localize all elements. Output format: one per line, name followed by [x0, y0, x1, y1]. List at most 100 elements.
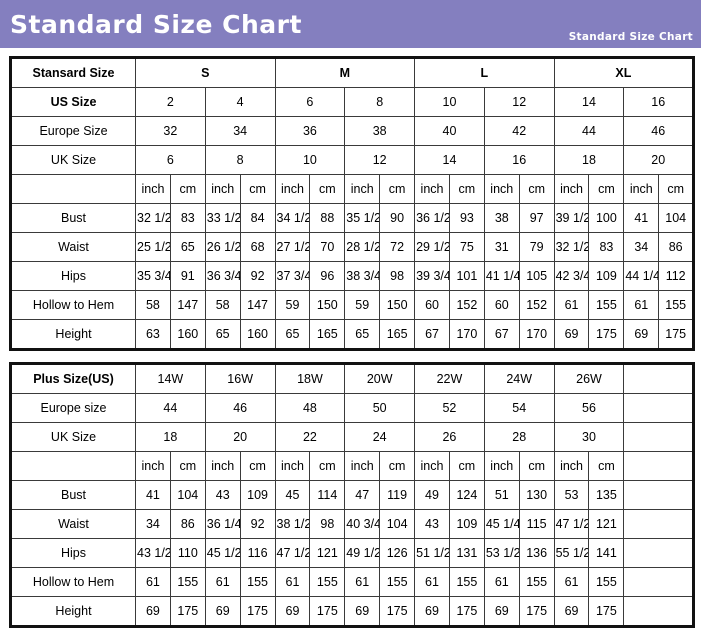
row-label: UK Size [10, 422, 136, 452]
measure-value: 93 [448, 203, 485, 233]
measure-value: 65 [274, 319, 311, 351]
size-value: 18 [135, 422, 206, 452]
measure-row-hollow-to-hem: Hollow to Hem 61 155 61 155 61 155 61 155 61 155 61… [10, 567, 695, 597]
measure-value: 110 [169, 538, 206, 568]
measure-value: 69 [344, 596, 381, 628]
unit-cm: cm [169, 451, 206, 481]
size-value: 46 [204, 393, 276, 423]
plus-size-header-row: Plus Size(US) 14W 16W 18W 20W 22W 24W 26W [10, 363, 695, 394]
measure-value: 69 [204, 596, 241, 628]
measure-value: 47 [344, 480, 381, 510]
measure-value: 61 [553, 290, 590, 320]
measure-row-bust: Bust 41 104 43 109 45 114 47 119 49 124 51 130 53 135 [10, 480, 695, 510]
measure-value: 147 [239, 290, 276, 320]
unit-row-blank [10, 451, 136, 481]
group-header-xl: XL [553, 57, 695, 88]
corner-label: Plus Size(US) [10, 363, 136, 394]
size-value: 40 [414, 116, 485, 146]
empty-tail-cell [623, 393, 695, 423]
measure-value: 63 [135, 319, 171, 351]
measure-value: 131 [448, 538, 485, 568]
measure-value: 90 [379, 203, 416, 233]
measure-value: 47 1/2 [274, 538, 311, 568]
size-value: 26 [414, 422, 485, 452]
size-value: 42 [483, 116, 555, 146]
size-value: 4 [204, 87, 276, 117]
measure-value: 32 1/2 [135, 203, 171, 233]
measure-value: 160 [169, 319, 206, 351]
plus-size-14w: 14W [135, 363, 206, 394]
unit-inch: inch [135, 174, 171, 204]
page-title: Standard Size Chart [10, 9, 302, 39]
measure-value: 61 [623, 290, 660, 320]
empty-tail-cell [623, 451, 695, 481]
plus-size-22w: 22W [414, 363, 485, 394]
measure-value: 84 [239, 203, 276, 233]
measure-value: 65 [344, 319, 381, 351]
group-header-m: M [274, 57, 416, 88]
measure-value: 61 [135, 567, 171, 597]
plus-size-18w: 18W [274, 363, 346, 394]
measure-row-hips: Hips 43 1/2 110 45 1/2 116 47 1/2 121 49 1/2 126… [10, 538, 695, 568]
empty-tail-cell [623, 480, 695, 510]
empty-tail-cell [623, 538, 695, 568]
unit-inch: inch [553, 451, 590, 481]
plus-size-20w: 20W [344, 363, 416, 394]
measure-value: 109 [448, 509, 485, 539]
measure-value: 59 [344, 290, 381, 320]
row-label: Height [10, 319, 136, 351]
size-row-europe-size: Europe size 44 46 48 50 52 54 56 [10, 393, 695, 423]
measure-value: 88 [309, 203, 346, 233]
unit-cm: cm [588, 174, 625, 204]
measure-value: 109 [588, 261, 625, 291]
measure-value: 175 [309, 596, 346, 628]
unit-cm: cm [588, 451, 625, 481]
measure-value: 49 1/2 [344, 538, 381, 568]
unit-header-row: inch cm inch cm inch cm inch cm inch cm inch cm inch… [10, 451, 695, 481]
measure-value: 53 [553, 480, 590, 510]
measure-value: 175 [658, 319, 695, 351]
measure-value: 98 [309, 509, 346, 539]
row-label: Europe size [10, 393, 136, 423]
row-label: Hollow to Hem [10, 567, 136, 597]
measure-value: 33 1/2 [204, 203, 241, 233]
measure-row-waist: Waist 25 1/2 65 26 1/2 68 27 1/2 70 28 1/2 72 29 … [10, 232, 695, 262]
size-value: 38 [344, 116, 416, 146]
size-value: 46 [623, 116, 695, 146]
measure-value: 98 [379, 261, 416, 291]
measure-row-height: Height 63 160 65 160 65 165 65 165 67 170 67 170 69 17… [10, 319, 695, 351]
size-value: 28 [483, 422, 555, 452]
measure-value: 97 [518, 203, 555, 233]
measure-value: 41 [623, 203, 660, 233]
measure-value: 26 1/2 [204, 232, 241, 262]
measure-value: 37 3/4 [274, 261, 311, 291]
measure-value: 69 [414, 596, 450, 628]
measure-value: 112 [658, 261, 695, 291]
measure-value: 170 [448, 319, 485, 351]
measure-value: 104 [379, 509, 416, 539]
measure-value: 39 3/4 [414, 261, 450, 291]
measure-value: 165 [309, 319, 346, 351]
unit-inch: inch [135, 451, 171, 481]
plus-size-16w: 16W [204, 363, 276, 394]
measure-value: 69 [623, 319, 660, 351]
size-value: 16 [623, 87, 695, 117]
size-value: 10 [274, 145, 346, 175]
measure-value: 38 3/4 [344, 261, 381, 291]
measure-value: 38 1/2 [274, 509, 311, 539]
row-label: UK Size [10, 145, 136, 175]
measure-value: 60 [414, 290, 450, 320]
size-value: 44 [553, 116, 625, 146]
measure-value: 175 [518, 596, 555, 628]
measure-value: 34 [623, 232, 660, 262]
measure-value: 119 [379, 480, 416, 510]
size-value: 12 [483, 87, 555, 117]
measure-value: 155 [448, 567, 485, 597]
size-value: 22 [274, 422, 346, 452]
measure-value: 36 1/4 [204, 509, 241, 539]
size-value: 6 [135, 145, 206, 175]
size-value: 2 [135, 87, 206, 117]
empty-tail-cell [623, 509, 695, 539]
row-label: Height [10, 596, 136, 628]
measure-value: 116 [239, 538, 276, 568]
